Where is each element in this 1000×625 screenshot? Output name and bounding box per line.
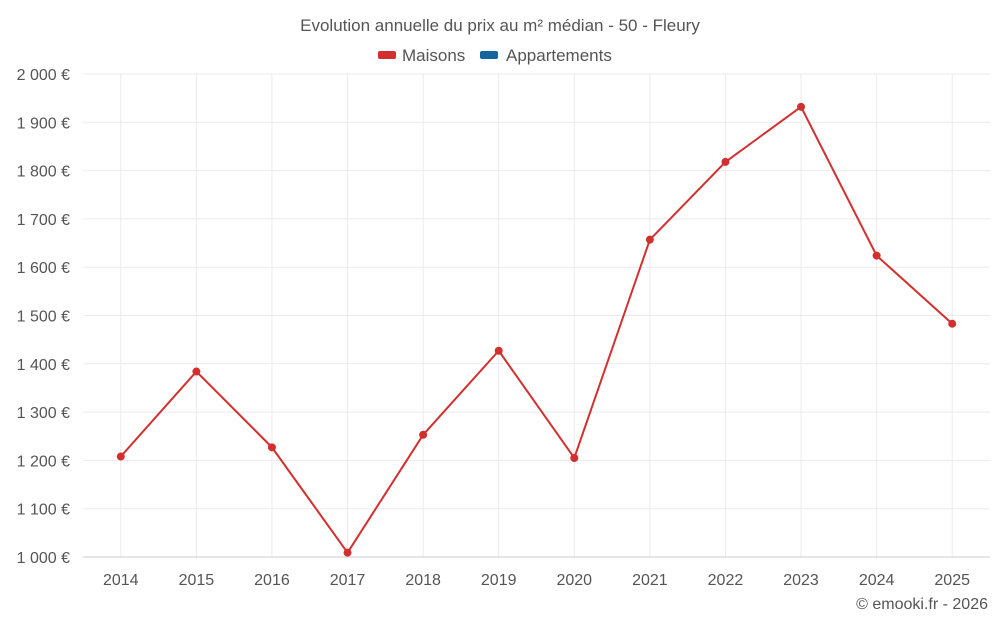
credit-text: © emooki.fr - 2026 — [856, 596, 988, 613]
series-line-maisons — [120, 105, 953, 554]
data-point-maisons — [116, 452, 125, 461]
y-tick-label: 1 400 € — [17, 357, 70, 374]
x-tick-label: 2014 — [103, 572, 139, 589]
series-layer — [116, 102, 957, 557]
data-point-maisons — [494, 346, 503, 355]
x-tick-label: 2021 — [632, 572, 668, 589]
grid — [83, 73, 990, 558]
chart-title: Evolution annuelle du prix au m² médian … — [300, 16, 700, 35]
x-tick-label: 2022 — [708, 572, 744, 589]
y-tick-label: 1 700 € — [17, 212, 70, 229]
data-point-maisons — [948, 319, 957, 328]
y-tick-label: 1 800 € — [17, 164, 70, 181]
data-point-maisons — [419, 430, 428, 439]
x-tick-label: 2023 — [783, 572, 819, 589]
legend-label-appartements: Appartements — [506, 46, 612, 65]
y-tick-label: 1 300 € — [17, 405, 70, 422]
x-tick-label: 2025 — [934, 572, 970, 589]
y-tick-label: 1 500 € — [17, 309, 70, 326]
y-axis: 1 000 € 1 100 € 1 200 € 1 300 € 1 400 € 1 500… — [17, 67, 70, 567]
y-tick-label: 1 200 € — [17, 453, 70, 470]
x-tick-label: 2017 — [330, 572, 366, 589]
data-point-maisons — [570, 453, 579, 462]
x-tick-label: 2015 — [179, 572, 215, 589]
legend: Maisons Appartements — [378, 46, 612, 65]
y-tick-label: 1 900 € — [17, 115, 70, 132]
legend-swatch-appartements — [480, 51, 498, 59]
x-tick-label: 2024 — [859, 572, 895, 589]
y-tick-label: 1 000 € — [17, 550, 70, 567]
data-point-maisons — [343, 548, 352, 557]
y-tick-label: 2 000 € — [17, 67, 70, 84]
y-tick-label: 1 600 € — [17, 260, 70, 277]
x-tick-label: 2020 — [556, 572, 592, 589]
legend-item-appartements[interactable]: Appartements — [480, 46, 612, 65]
data-point-maisons — [645, 235, 654, 244]
x-tick-label: 2018 — [405, 572, 441, 589]
data-point-maisons — [721, 157, 730, 166]
data-point-maisons — [267, 443, 276, 452]
x-axis: 2014 2015 2016 2017 2018 2019 2020 2021 2022 2023… — [83, 556, 990, 589]
x-tick-label: 2016 — [254, 572, 290, 589]
x-tick-label: 2019 — [481, 572, 517, 589]
legend-swatch-maisons — [378, 51, 396, 59]
legend-label-maisons: Maisons — [402, 46, 465, 65]
legend-item-maisons[interactable]: Maisons — [378, 46, 465, 65]
data-point-maisons — [192, 367, 201, 376]
y-tick-label: 1 100 € — [17, 502, 70, 519]
data-point-maisons — [872, 251, 881, 260]
data-point-maisons — [797, 102, 806, 111]
